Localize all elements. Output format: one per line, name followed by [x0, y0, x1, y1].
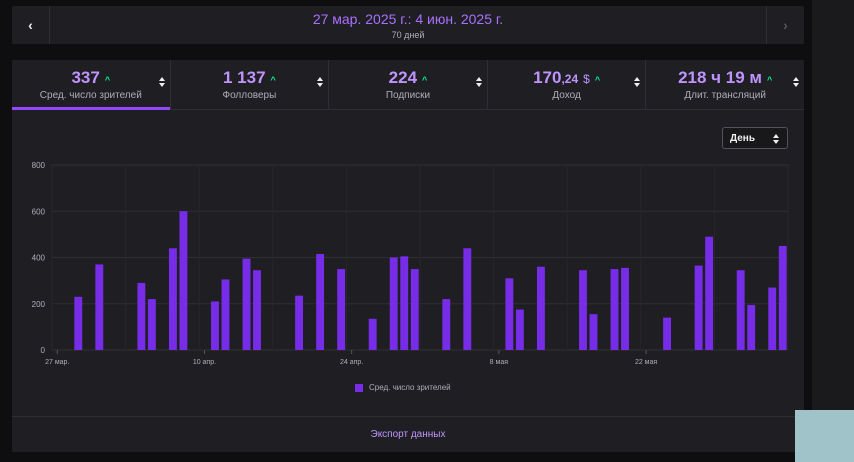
chart-bar	[621, 267, 629, 350]
date-range-text: 27 мар. 2025 г.: 4 июн. 2025 г.	[312, 10, 504, 27]
trend-up-icon: ^	[594, 75, 601, 85]
sort-icon[interactable]	[158, 77, 165, 87]
currency-symbol: $	[583, 72, 590, 86]
metric-value: 170,24	[533, 68, 578, 88]
metric-value: 337	[71, 68, 100, 87]
date-range-days: 70 дней	[391, 29, 425, 40]
legend-label[interactable]: Сред. число зрителей	[369, 383, 451, 392]
metric-tab-revenue[interactable]: 170,24 $ ^ Доход	[488, 60, 647, 109]
trend-up-icon: ^	[422, 75, 428, 85]
metric-label: Сред. число зрителей	[39, 90, 142, 101]
metric-label: Доход	[552, 90, 581, 101]
y-tick-label: 200	[32, 300, 46, 309]
chart-bar	[316, 254, 325, 350]
chart-bar	[368, 318, 377, 350]
metric-value-int: 170	[533, 68, 562, 87]
chevron-right-icon[interactable]: ›	[766, 6, 804, 44]
chart-bar	[95, 264, 104, 350]
y-tick-label: 600	[32, 207, 46, 216]
y-tick-label: 800	[32, 161, 46, 170]
legend-swatch	[355, 383, 363, 392]
chart-bar	[389, 257, 398, 350]
chart-bar	[536, 266, 545, 350]
chart-bar	[705, 236, 714, 350]
metric-value-decimal: ,24	[561, 72, 579, 86]
chart-bar	[211, 301, 219, 350]
x-tick-label: 8 мая	[490, 359, 509, 366]
metric-label: Длит. трансляций	[684, 90, 766, 101]
chart-bar	[168, 248, 177, 350]
viewers-bar-chart: 0 200 400 600 800 27 мар. 10 апр. 24 апр. 8 мая 2…	[32, 161, 789, 366]
chart-bar	[747, 304, 756, 350]
export-data-button[interactable]: Экспорт данных	[12, 416, 804, 452]
metric-tab-subscriptions[interactable]: 224 ^ Подписки	[329, 60, 488, 109]
metric-label: Фолловеры	[222, 90, 277, 101]
x-tick-label: 10 апр.	[193, 359, 216, 366]
y-tick-label: 0	[41, 346, 46, 355]
y-tick-label: 400	[32, 254, 46, 263]
chart-bar	[442, 299, 451, 350]
metric-value: 218 ч 19 м	[678, 68, 762, 87]
x-tick-label: 24 апр.	[340, 359, 363, 366]
chart-bar	[179, 211, 188, 350]
chart-bar	[663, 317, 672, 350]
trend-up-icon: ^	[104, 75, 111, 85]
chart-bar	[505, 278, 514, 350]
chart-bar	[610, 269, 619, 350]
metric-tab-avg-viewers[interactable]: 337 ^ Сред. число зрителей	[12, 60, 171, 110]
period-select-value: День	[730, 132, 755, 144]
sort-icon[interactable]	[475, 77, 482, 87]
chart-bar	[253, 270, 261, 350]
trend-up-icon: ^	[766, 75, 773, 85]
chart-bar	[337, 269, 346, 350]
chart-bar	[579, 270, 587, 350]
date-range-display[interactable]: 27 мар. 2025 г.: 4 июн. 2025 г. 70 дней	[50, 6, 766, 44]
date-navigator: ‹ 27 мар. 2025 г.: 4 июн. 2025 г. 70 дне…	[12, 6, 804, 44]
video-thumbnail	[795, 410, 854, 462]
chart-bar	[694, 265, 703, 350]
metric-tab-followers[interactable]: 1 137 ^ Фолловеры	[171, 60, 330, 109]
x-tick-label: 22 мая	[635, 359, 657, 366]
chart-bar	[589, 314, 598, 350]
chart-legend: Сред. число зрителей	[355, 383, 451, 392]
sort-icon[interactable]	[634, 77, 641, 87]
metric-value: 1 137	[222, 68, 266, 87]
chart-bar	[147, 299, 156, 350]
chart-bar	[242, 258, 251, 350]
metric-tab-stream-duration[interactable]: 218 ч 19 м ^ Длит. трансляций	[646, 60, 804, 109]
sort-icon[interactable]	[792, 77, 799, 87]
chart-bar	[515, 309, 524, 350]
metrics-tabs: 337 ^ Сред. число зрителей 1 137 ^ Фолло…	[12, 60, 804, 110]
window-edge	[812, 0, 854, 462]
metric-label: Подписки	[385, 90, 431, 101]
period-select[interactable]: День	[722, 127, 788, 149]
chart-bar	[410, 269, 419, 350]
chart-bar	[778, 245, 787, 350]
chart-bar	[400, 256, 409, 350]
sort-icon[interactable]	[317, 77, 324, 87]
select-arrows-icon	[773, 134, 779, 144]
chart-bar	[463, 248, 472, 350]
chart-bar	[768, 287, 777, 350]
chart-bar	[137, 282, 146, 350]
chart-bar	[74, 296, 83, 350]
stats-panel: 337 ^ Сред. число зрителей 1 137 ^ Фолло…	[12, 60, 804, 452]
chart-bar	[736, 270, 745, 350]
x-tick-label: 27 мар.	[45, 359, 69, 366]
chevron-left-icon[interactable]: ‹	[12, 6, 50, 44]
metric-value: 224	[388, 68, 418, 87]
chart-bar	[221, 279, 230, 350]
chart-bar	[295, 295, 304, 350]
export-label: Экспорт данных	[370, 429, 446, 440]
trend-up-icon: ^	[270, 75, 276, 85]
